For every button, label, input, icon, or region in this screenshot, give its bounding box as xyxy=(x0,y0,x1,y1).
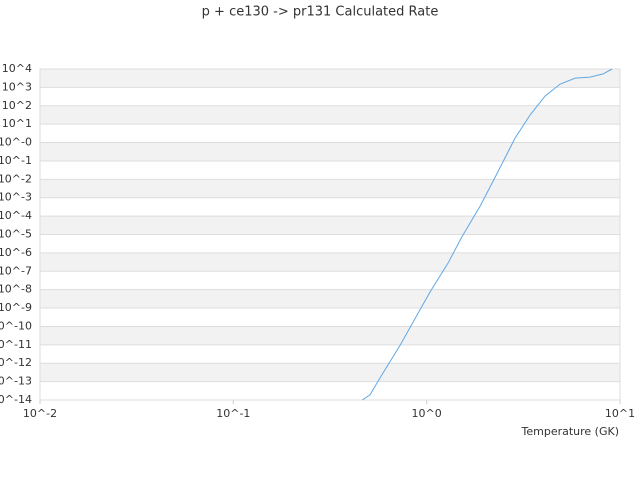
y-tick-label: 10^-4 xyxy=(0,209,32,222)
plot-frame xyxy=(39,68,621,401)
x-tick-label: 10^1 xyxy=(605,407,635,420)
x-tick-label: 10^-2 xyxy=(23,407,57,420)
grid-band xyxy=(40,69,620,88)
grid-band xyxy=(40,252,620,272)
y-tick-label: 10^-3 xyxy=(0,191,32,204)
x-tick-label: 10^0 xyxy=(412,407,442,420)
grid-band xyxy=(40,142,620,161)
y-tick-label: 10^-7 xyxy=(0,264,32,277)
x-axis-label: Temperature (GK) xyxy=(521,425,620,438)
x-tick-label: 10^-1 xyxy=(216,407,250,420)
grid-band xyxy=(40,179,620,198)
chart-title: p + ce130 -> pr131 Calculated Rate xyxy=(202,5,439,20)
grid-band xyxy=(40,105,620,125)
y-tick-label: 10^2 xyxy=(2,99,32,112)
y-tick-label: 10^-14 xyxy=(0,393,32,406)
y-tick-label: 10^-12 xyxy=(0,356,32,369)
y-tick-label: 10^-8 xyxy=(0,283,32,296)
grid-band xyxy=(40,216,620,235)
y-tick-label: 10^-6 xyxy=(0,246,32,259)
y-tick-label: 10^-10 xyxy=(0,319,32,332)
y-tick-label: 10^-0 xyxy=(0,136,32,149)
y-tick-label: 10^-13 xyxy=(0,375,32,388)
y-tick-label: 10^-1 xyxy=(0,154,32,167)
y-tick-label: 10^1 xyxy=(2,117,32,130)
grid-band xyxy=(40,363,620,382)
grid-band xyxy=(40,289,620,309)
grid-band xyxy=(40,326,620,345)
data-line xyxy=(361,68,613,401)
y-tick-label: 10^3 xyxy=(2,80,32,93)
y-tick-label: 10^-5 xyxy=(0,228,32,241)
y-tick-label: 10^-11 xyxy=(0,338,32,351)
y-tick-label: 10^-9 xyxy=(0,301,32,314)
y-tick-label: 10^-2 xyxy=(0,172,32,185)
y-tick-label: 10^4 xyxy=(2,62,32,75)
